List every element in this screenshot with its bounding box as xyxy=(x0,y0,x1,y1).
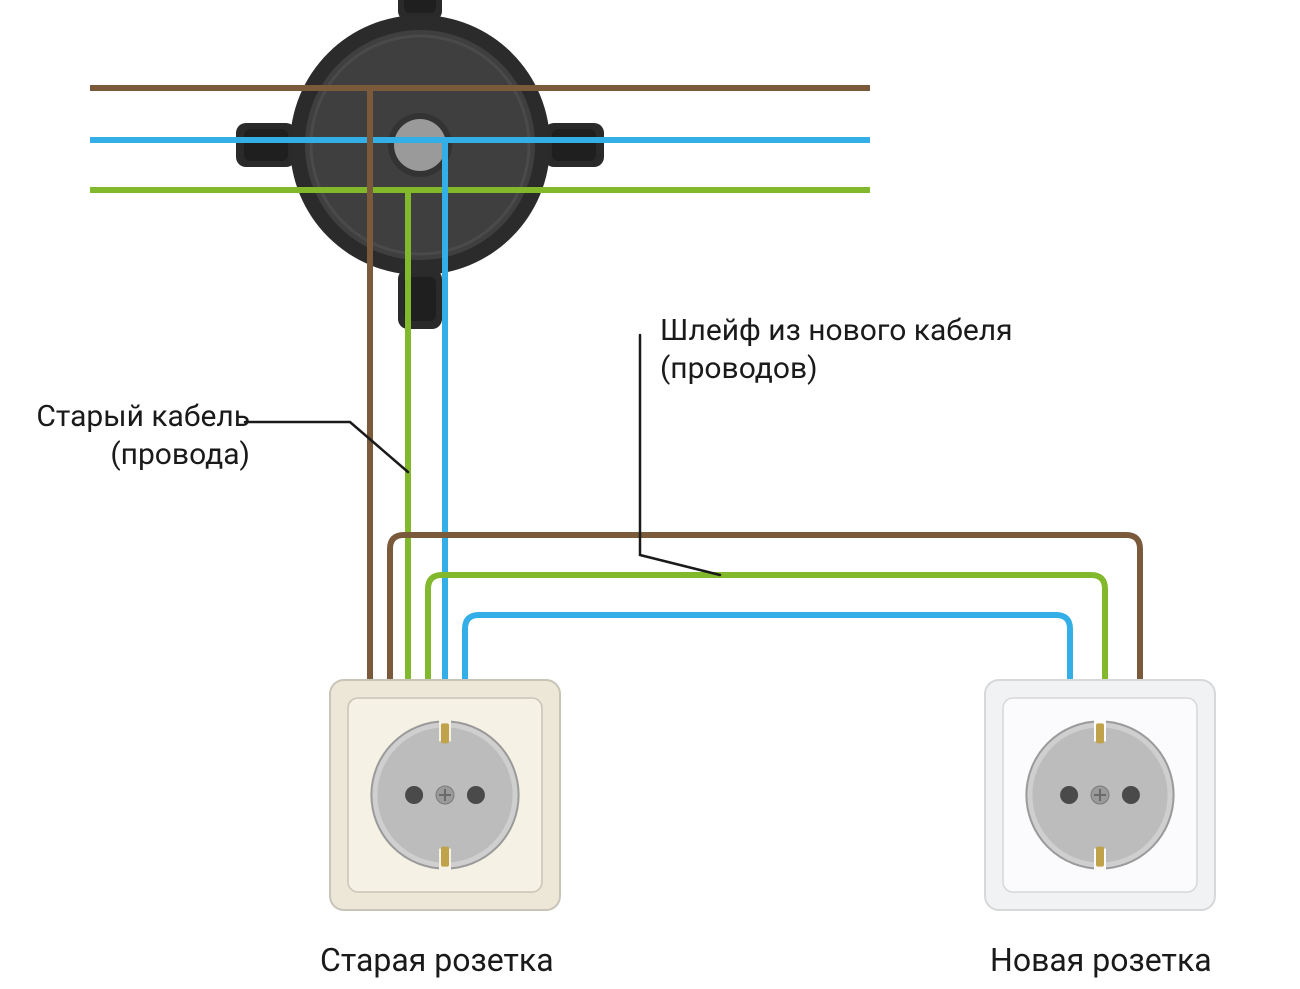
label-old-cable: Старый кабель (провода) xyxy=(0,398,250,473)
wiring-diagram: Старый кабель (провода) Шлейф из нового … xyxy=(0,0,1300,989)
label-old-socket: Старая розетка xyxy=(320,940,554,980)
label-new-cable-line1: Шлейф из нового кабеля xyxy=(660,313,1013,348)
label-new-cable-line2: (проводов) xyxy=(660,351,818,386)
socket xyxy=(330,680,560,910)
label-old-cable-line1: Старый кабель xyxy=(36,399,250,434)
socket xyxy=(985,680,1215,910)
label-old-cable-line2: (провода) xyxy=(110,437,250,472)
label-new-cable: Шлейф из нового кабеля (проводов) xyxy=(660,312,1013,387)
label-new-socket: Новая розетка xyxy=(990,940,1212,980)
label-old-socket-text: Старая розетка xyxy=(320,941,554,979)
label-new-socket-text: Новая розетка xyxy=(990,941,1212,979)
diagram-svg xyxy=(0,0,1300,989)
